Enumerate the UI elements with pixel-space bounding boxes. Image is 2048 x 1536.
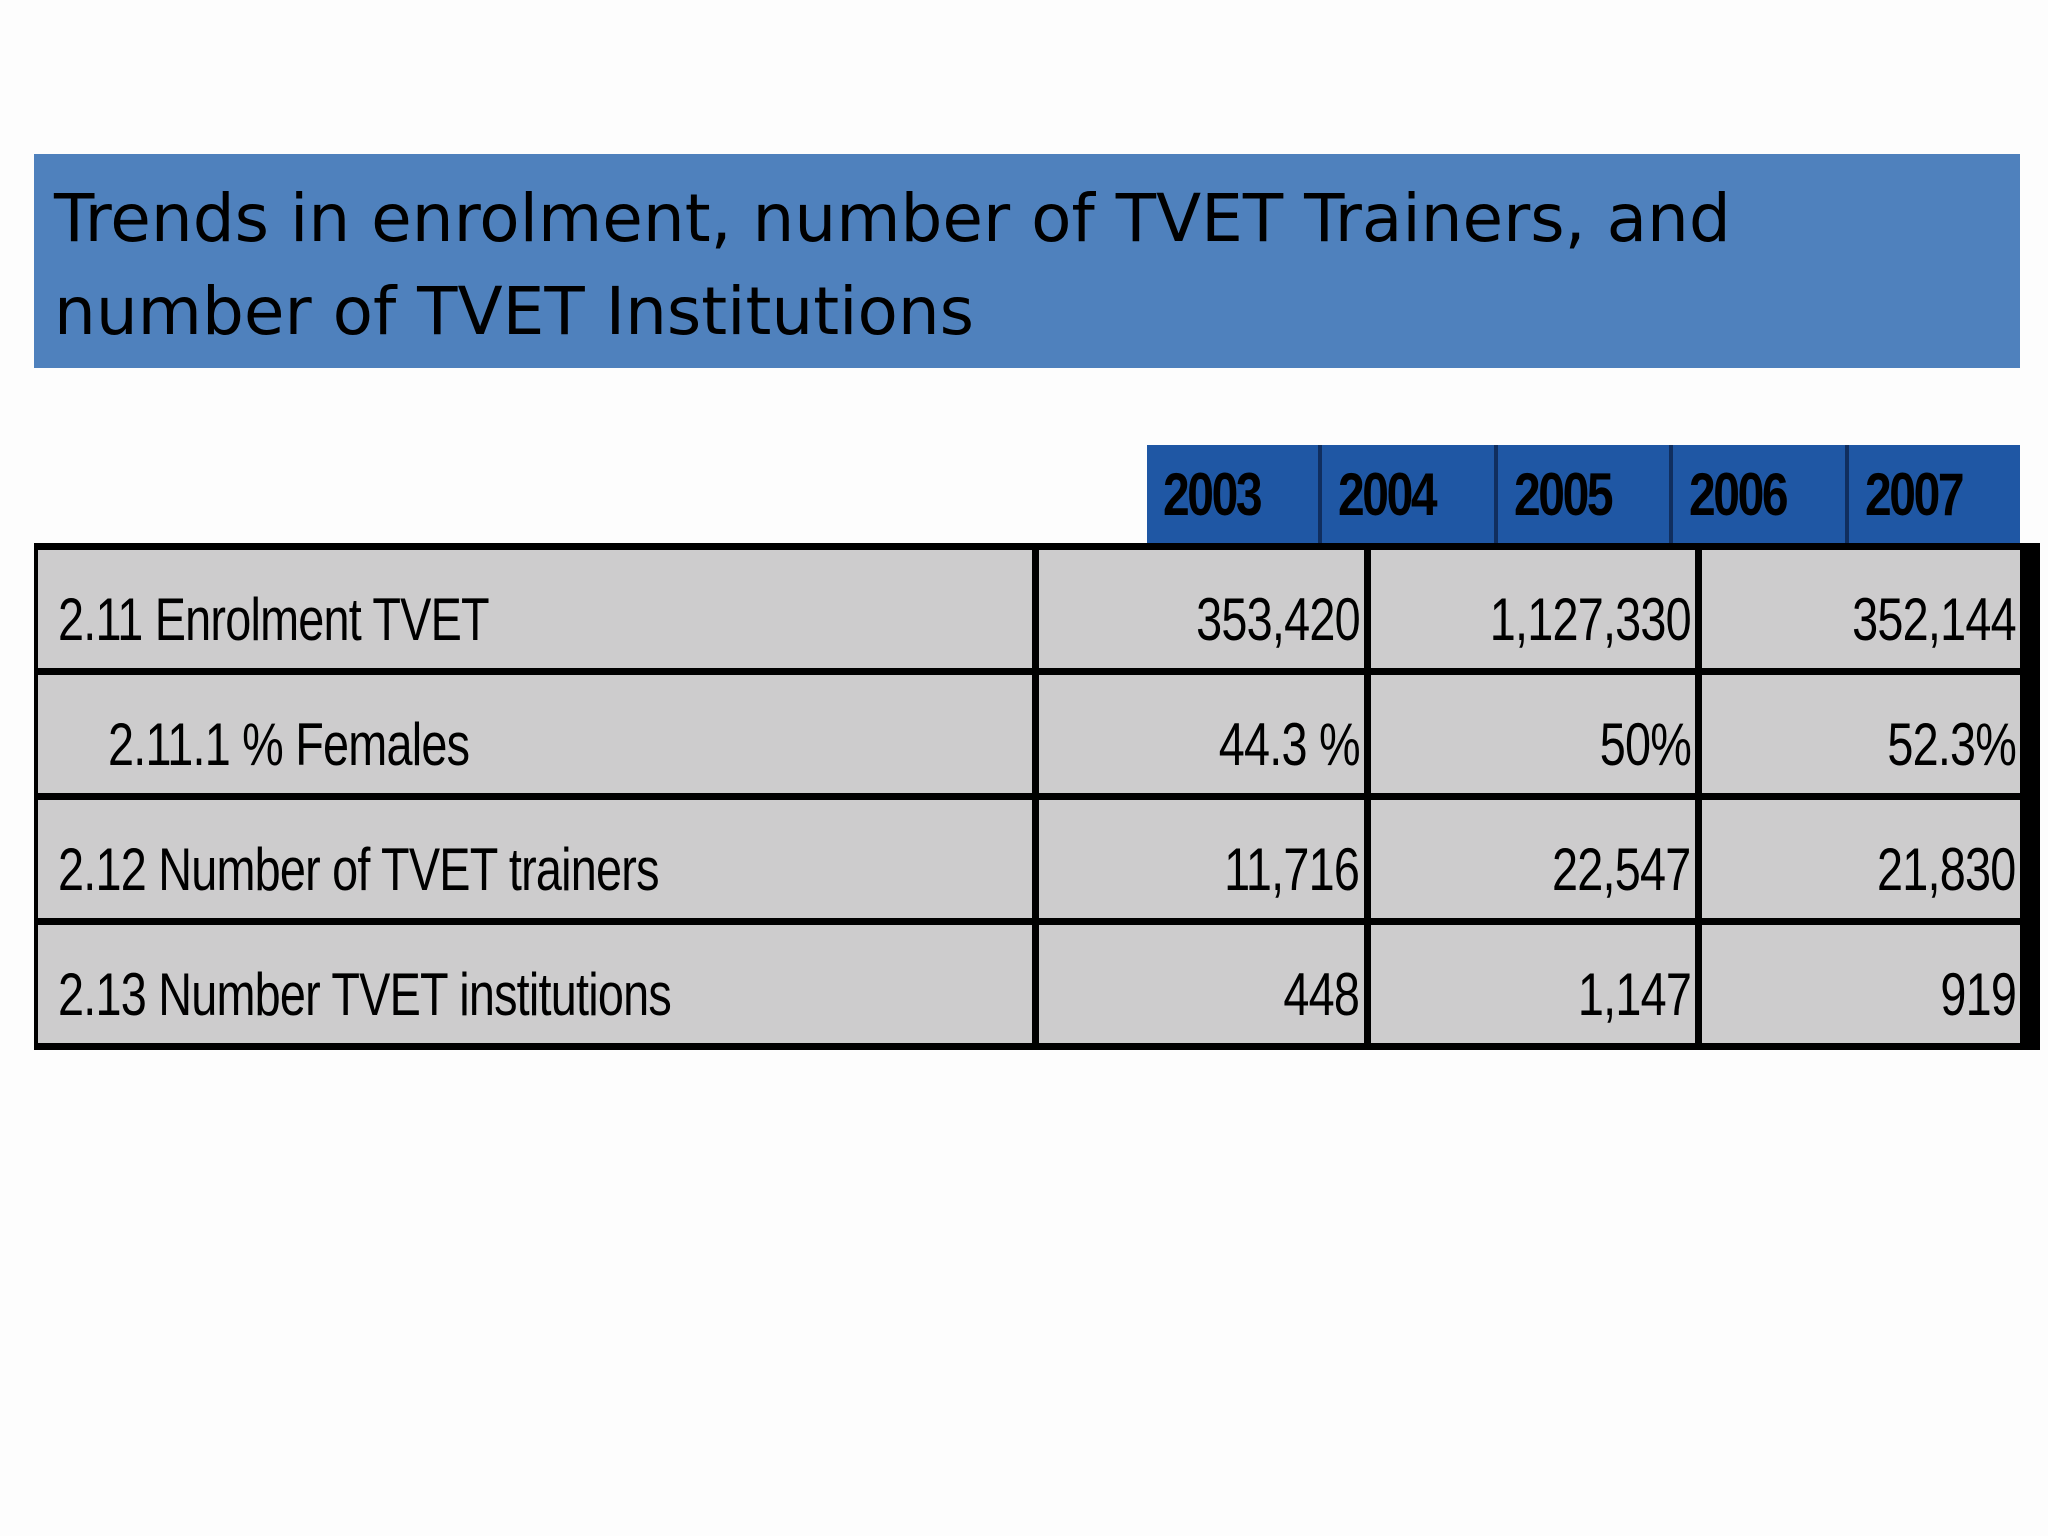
row-label: 2.12 Number of TVET trainers	[34, 793, 1039, 925]
table-cell: 1,147	[1363, 918, 1702, 1050]
table-row: 2.13 Number TVET institutions 448 1,147 …	[34, 918, 2040, 1050]
row-label: 2.11.1 % Females	[34, 668, 1039, 800]
table-row: 2.12 Number of TVET trainers 11,716 22,5…	[34, 793, 2040, 925]
row-label: 2.13 Number TVET institutions	[34, 918, 1039, 1050]
table-row: 2.11.1 % Females 44.3 % 50% 52.3%	[34, 668, 2040, 800]
table-cell: 50%	[1363, 668, 1702, 800]
table-cell: 44.3 %	[1032, 668, 1371, 800]
table-cell: 22,547	[1363, 793, 1702, 925]
table-row: 2.11 Enrolment TVET 353,420 1,127,330 35…	[34, 543, 2040, 675]
table-cell: 21,830	[1695, 793, 2040, 925]
title-banner: Trends in enrolment, number of TVET Trai…	[34, 154, 2020, 368]
table-cell: 52.3%	[1695, 668, 2040, 800]
table-cell: 1,127,330	[1363, 543, 1702, 675]
year-header-2007: 2007	[1864, 461, 1965, 528]
table-cell: 448	[1032, 918, 1371, 1050]
year-header-2006: 2006	[1673, 445, 1849, 545]
table-cell: 353,420	[1032, 543, 1371, 675]
year-header-2005: 2005	[1498, 445, 1674, 545]
slide-title: Trends in enrolment, number of TVET Trai…	[54, 180, 1731, 350]
year-header-2003: 2003	[1147, 445, 1323, 545]
row-label: 2.11 Enrolment TVET	[34, 543, 1039, 675]
table-cell: 919	[1695, 918, 2040, 1050]
year-header-2004: 2004	[1322, 445, 1498, 545]
year-header-row: 2003 2004 2005 2006 2007	[1147, 445, 2020, 545]
table-cell: 352,144	[1695, 543, 2040, 675]
data-table: 2.11 Enrolment TVET 353,420 1,127,330 35…	[34, 543, 2040, 1050]
table-cell: 11,716	[1032, 793, 1371, 925]
